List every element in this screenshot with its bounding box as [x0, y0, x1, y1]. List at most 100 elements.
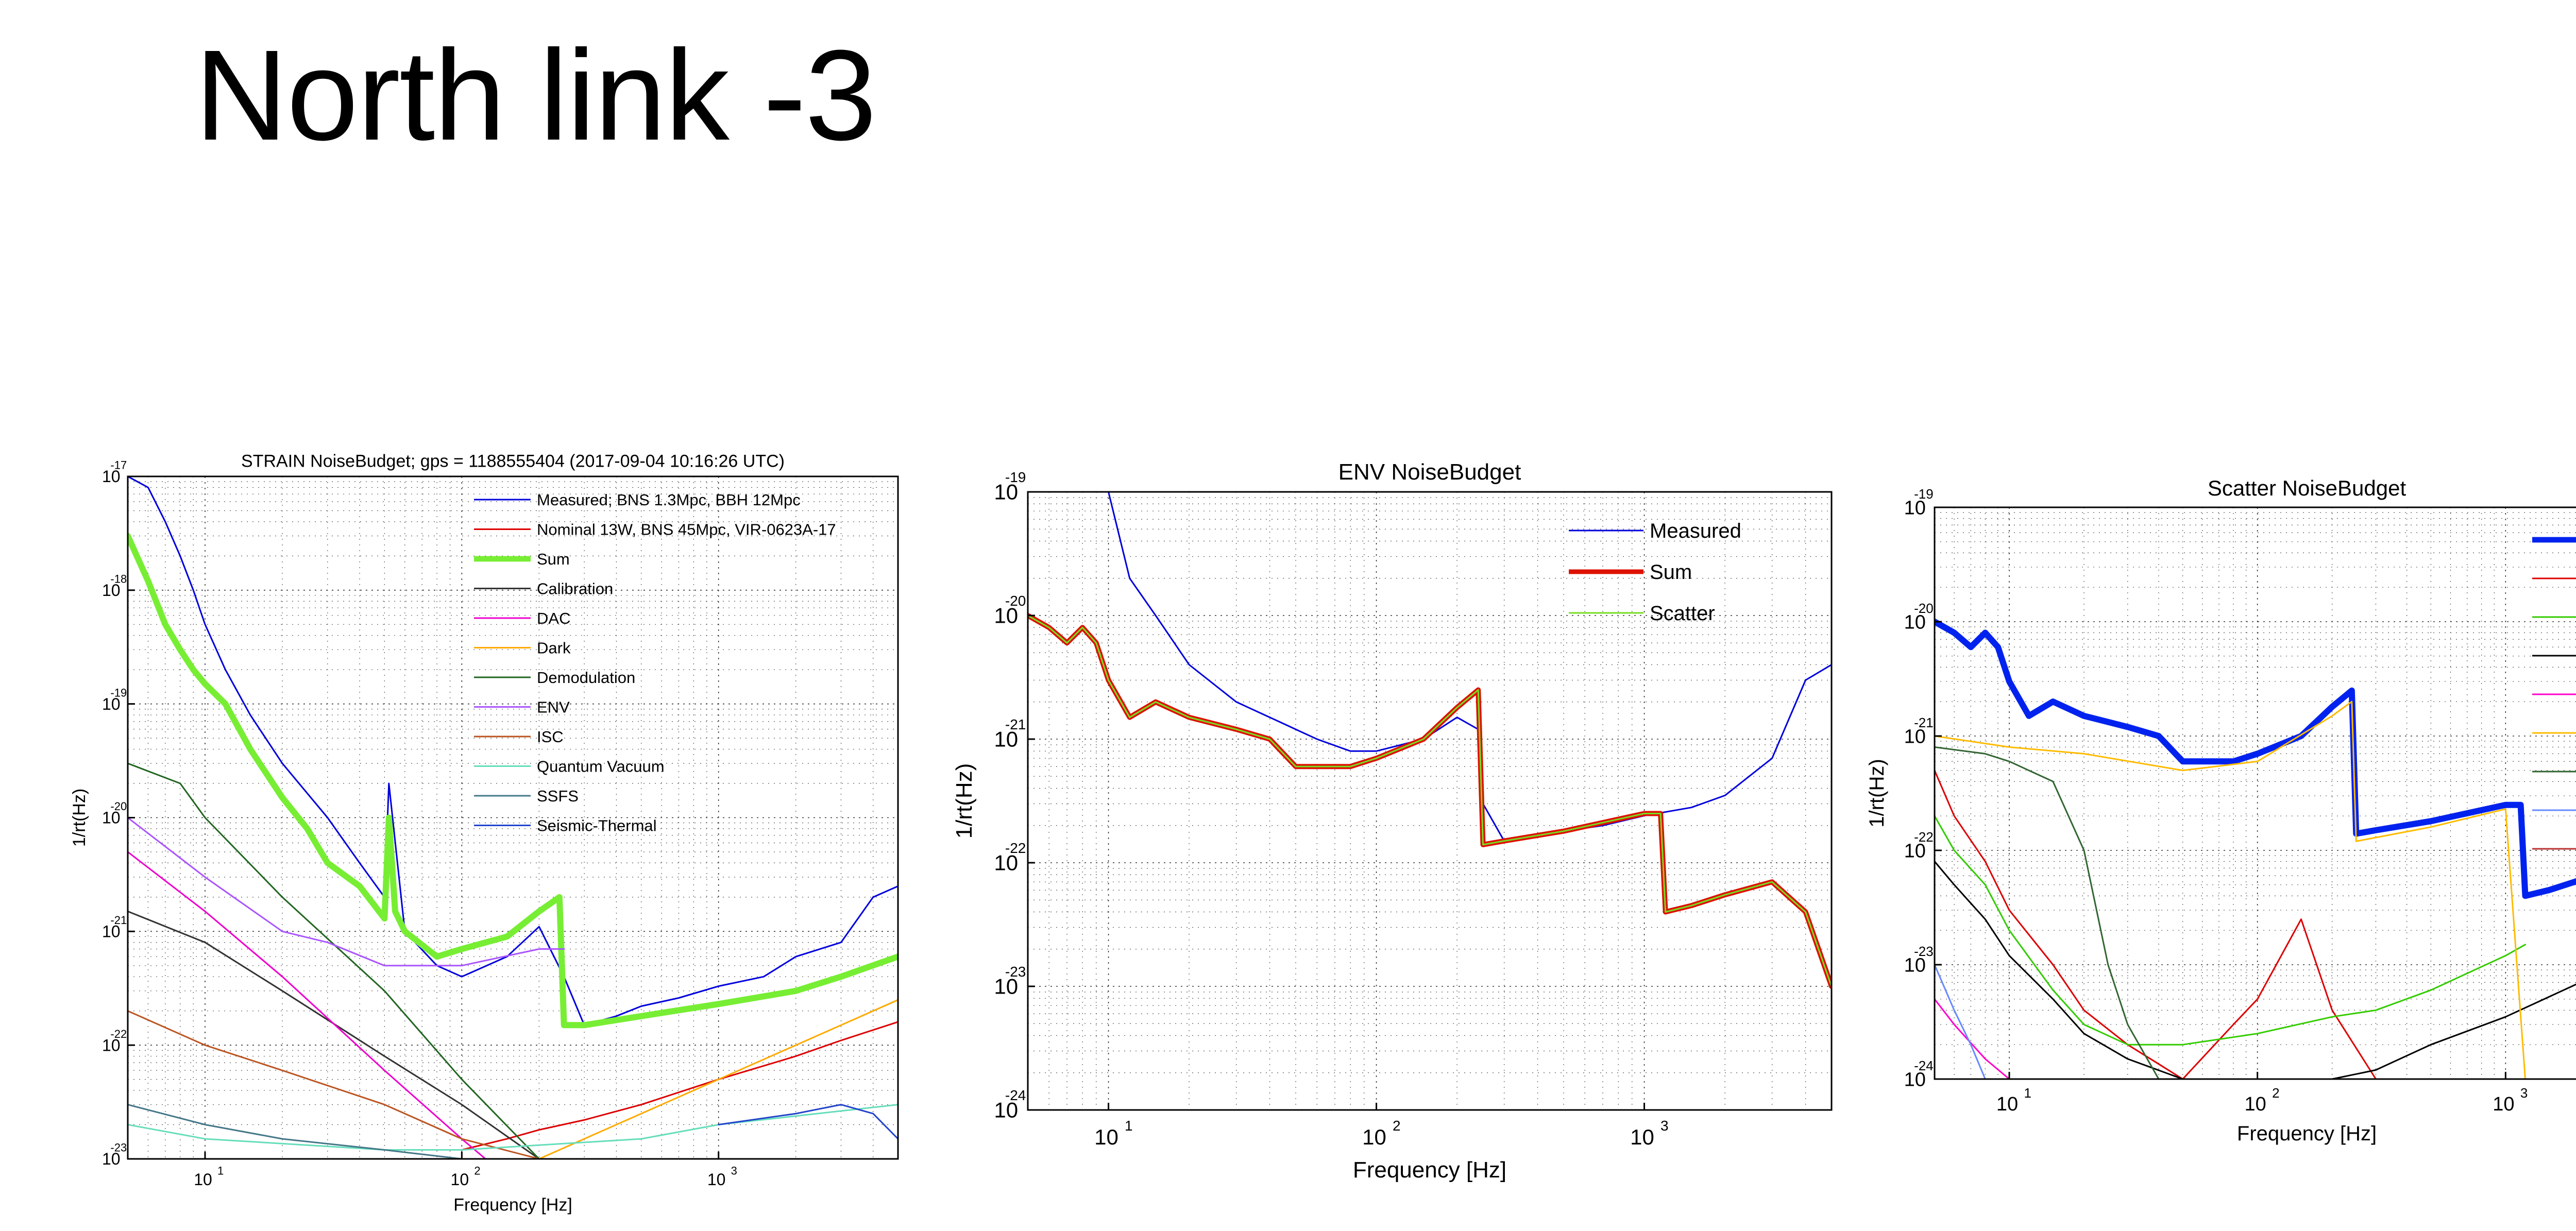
- x-tick-exponent: 2: [1393, 1118, 1401, 1134]
- slide-title: North link -3: [195, 23, 877, 167]
- y-tick-exponent: -20: [1005, 593, 1026, 609]
- y-tick-exponent: -21: [1914, 715, 1934, 730]
- x-tick-label: 10: [451, 1170, 469, 1189]
- y-tick-label: 10: [1904, 611, 1926, 633]
- y-tick-label: 10: [994, 727, 1018, 751]
- y-tick-label: 10: [1904, 726, 1926, 747]
- x-tick-label: 10: [707, 1170, 726, 1189]
- y-tick-exponent: -21: [1005, 716, 1026, 732]
- legend: Measured; BNS 1.3Mpc, BBH 12Mpc Nominal 1…: [474, 491, 836, 834]
- y-tick-exponent: -21: [110, 914, 127, 927]
- y-tick-exponent: -19: [1005, 469, 1026, 485]
- y-tick-label: 10: [1904, 1069, 1926, 1090]
- y-tick-exponent: -20: [1914, 601, 1934, 616]
- legend-label: SSFS: [537, 787, 579, 805]
- y-tick-label: 10: [994, 604, 1018, 628]
- strain-noisebudget-chart: 10 1 10 2 10 310-2310-2210-2110-2010-1910-181…: [70, 451, 899, 1215]
- series-line-3: [128, 910, 542, 1159]
- y-tick-label: 10: [102, 581, 121, 600]
- legend-label: Demodulation: [537, 669, 635, 687]
- y-axis-label: 1/rt(Hz): [70, 789, 89, 847]
- y-tick-label: 10: [102, 922, 121, 941]
- series-line-7: [1935, 964, 1986, 1079]
- x-tick-exponent: 2: [474, 1164, 480, 1177]
- legend-label: Measured: [1650, 520, 1741, 542]
- chart-title: ENV NoiseBudget: [1338, 459, 1521, 485]
- series-line-7: [128, 817, 565, 967]
- y-axis-label: 1/rt(Hz): [1866, 759, 1888, 827]
- legend-label: Nominal 13W, BNS 45Mpc, VIR-0623A-17: [537, 520, 836, 538]
- x-tick-label: 10: [1362, 1125, 1386, 1149]
- legend-label: Sum: [537, 550, 570, 568]
- x-axis-label: Frequency [Hz]: [1353, 1157, 1506, 1183]
- grid: [1934, 507, 2576, 1080]
- series-line-0: [1935, 619, 2576, 899]
- series-line-3: [1935, 861, 2576, 1079]
- x-tick-exponent: 3: [1660, 1118, 1669, 1134]
- plot-frame: [1934, 506, 2576, 1080]
- series-line-2: [1935, 815, 2526, 1046]
- series-line-5: [1935, 700, 2526, 1079]
- plot-area: [1935, 507, 2576, 1079]
- y-tick-label: 10: [102, 467, 121, 486]
- y-tick-exponent: -22: [1914, 829, 1934, 845]
- x-axis-label: Frequency [Hz]: [2237, 1122, 2377, 1145]
- y-tick-label: 10: [994, 480, 1018, 504]
- y-tick-exponent: -22: [1005, 840, 1026, 856]
- y-tick-exponent: -24: [1914, 1058, 1934, 1073]
- y-tick-label: 10: [102, 1150, 121, 1168]
- series-line-6: [1935, 746, 2160, 1079]
- x-tick-label: 10: [2245, 1093, 2266, 1115]
- y-tick-exponent: -23: [110, 1141, 127, 1154]
- x-tick-exponent: 2: [2272, 1085, 2279, 1101]
- y-tick-label: 10: [1904, 954, 1926, 976]
- x-tick-exponent: 1: [1125, 1118, 1133, 1134]
- x-tick-exponent: 1: [2024, 1085, 2031, 1101]
- x-tick-exponent: 1: [217, 1164, 224, 1177]
- x-tick-label: 10: [1094, 1125, 1118, 1149]
- y-axis-label: 1/rt(Hz): [952, 763, 977, 839]
- legend-label: Calibration: [537, 579, 613, 597]
- y-tick-label: 10: [994, 851, 1018, 875]
- plot-area: [128, 476, 898, 1159]
- y-tick-label: 10: [102, 1036, 121, 1054]
- x-tick-exponent: 3: [731, 1164, 737, 1177]
- series-line-8: [128, 1010, 540, 1159]
- y-tick-exponent: -19: [1914, 486, 1934, 502]
- legend-label: ENV: [537, 698, 570, 716]
- series-group: [1028, 492, 1832, 989]
- y-tick-exponent: -19: [110, 686, 127, 699]
- chart-title: Scatter NoiseBudget: [2208, 476, 2406, 500]
- legend: Measured Sum Scatter: [1569, 520, 1741, 625]
- legend-label: Measured; BNS 1.3Mpc, BBH 12Mpc: [537, 491, 801, 509]
- legend-label: Scatter: [1650, 602, 1715, 625]
- y-tick-exponent: -23: [1005, 964, 1026, 980]
- y-tick-label: 10: [1904, 840, 1926, 862]
- grid: [1027, 492, 1832, 1110]
- series-line-6: [128, 762, 540, 1159]
- series-line-0: [1108, 492, 1832, 842]
- y-tick-exponent: -17: [110, 459, 127, 472]
- y-tick-exponent: -23: [1914, 944, 1934, 959]
- y-tick-label: 10: [1904, 497, 1926, 519]
- series-group: [1935, 619, 2576, 1079]
- chart-title: STRAIN NoiseBudget; gps = 1188555404 (20…: [241, 451, 785, 471]
- y-tick-exponent: -22: [110, 1028, 127, 1040]
- series-line-10: [128, 1104, 540, 1159]
- y-tick-label: 10: [994, 1098, 1018, 1122]
- series-group: [128, 476, 898, 1159]
- plot-area: [1028, 492, 1832, 1110]
- x-tick-label: 10: [1630, 1125, 1654, 1149]
- series-line-2: [128, 533, 898, 1029]
- legend-label: Sum: [1650, 561, 1692, 584]
- series-line-11: [718, 1104, 898, 1140]
- legend-label: Quantum Vacuum: [537, 757, 665, 775]
- legend-label: Dark: [537, 639, 571, 657]
- x-axis-label: Frequency [Hz]: [453, 1195, 572, 1215]
- y-tick-exponent: -24: [1005, 1087, 1026, 1103]
- x-tick-exponent: 3: [2520, 1085, 2528, 1101]
- x-tick-label: 10: [194, 1170, 212, 1189]
- legend: SumB4B5B8SDB1SDB2SNEBSPRBSWEB: [2532, 537, 2576, 850]
- legend-label: Seismic-Thermal: [537, 816, 657, 834]
